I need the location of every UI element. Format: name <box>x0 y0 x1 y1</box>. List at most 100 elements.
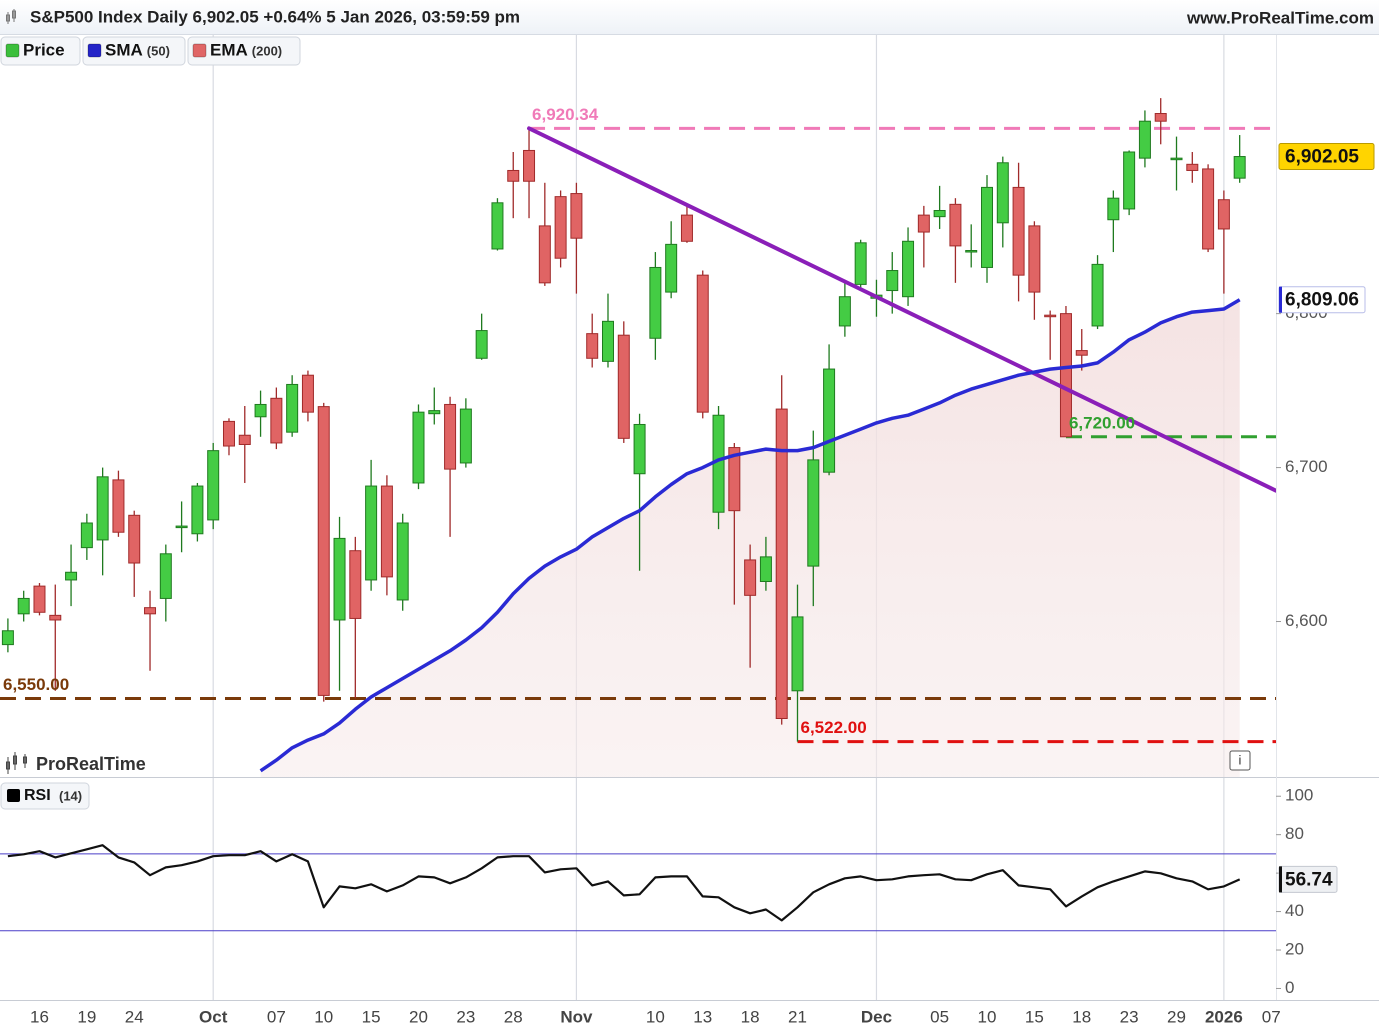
y-tick-label: 100 <box>1285 786 1313 805</box>
candle-body <box>17 597 30 615</box>
legend-label: EMA <box>210 40 248 59</box>
x-tick-label: 05 <box>930 1007 949 1026</box>
candle-body <box>696 274 709 413</box>
x-tick-label: 15 <box>362 1007 381 1026</box>
candle-body <box>886 270 899 292</box>
candle-body <box>112 479 125 533</box>
candle-body <box>1012 186 1025 276</box>
trendline <box>527 126 1276 493</box>
candle-body <box>665 243 678 293</box>
candle-body <box>965 250 978 253</box>
candle-body <box>286 383 299 433</box>
watermark: ProRealTime <box>36 754 146 774</box>
candle-body <box>680 214 693 242</box>
candle-body <box>902 240 915 298</box>
x-tick-label: 2026 <box>1205 1007 1243 1026</box>
x-tick-label: 10 <box>646 1007 665 1026</box>
x-tick-label: 23 <box>1120 1007 1139 1026</box>
candle-body <box>775 408 788 720</box>
candle-body <box>444 403 457 470</box>
candle-body <box>586 333 599 359</box>
rsi-panel <box>0 777 1276 1000</box>
legend-param: (50) <box>147 43 170 58</box>
x-tick-label: 10 <box>314 1007 333 1026</box>
rsi-line <box>7 844 1241 922</box>
candle-body <box>1138 120 1151 159</box>
candle-body <box>301 374 314 413</box>
level-label: 6,522.00 <box>801 718 867 737</box>
legend-swatch <box>87 43 102 58</box>
sma-line <box>259 298 1241 773</box>
x-tick-label: 07 <box>1262 1007 1281 1026</box>
candle-body <box>1044 314 1057 318</box>
legend-label: SMA <box>105 40 143 59</box>
legend-box <box>82 36 186 66</box>
candle-body <box>333 537 346 621</box>
value-label: 6,809.06 <box>1285 290 1359 311</box>
candle-body <box>365 485 378 581</box>
candle-body <box>491 202 504 250</box>
candle-body <box>1028 225 1041 293</box>
legend-label: RSI <box>24 787 51 804</box>
price-panel <box>0 35 1276 777</box>
candle-body <box>1202 168 1215 250</box>
candle-body <box>128 514 141 564</box>
value-label: 6,902.05 <box>1285 147 1359 168</box>
x-tick-label: 29 <box>1167 1007 1186 1026</box>
candle-body <box>633 423 646 475</box>
candle-body <box>428 410 441 415</box>
candle-body <box>475 330 488 359</box>
candle-body <box>649 266 662 339</box>
candle-body <box>554 196 567 259</box>
x-tick-label: 18 <box>741 1007 760 1026</box>
candle-body <box>238 434 251 445</box>
header-icon <box>6 9 16 24</box>
candle-body <box>1123 151 1136 210</box>
x-tick-label: 16 <box>30 1007 49 1026</box>
candle-body <box>1059 313 1072 438</box>
candle-body <box>317 406 330 696</box>
candle-body <box>917 214 930 233</box>
candle-body <box>712 414 725 513</box>
x-tick-label: 28 <box>504 1007 523 1026</box>
x-tick-label: 19 <box>77 1007 96 1026</box>
candle-body <box>412 411 425 484</box>
candle-body <box>981 186 994 268</box>
value-label: 56.74 <box>1285 869 1333 890</box>
candle-body <box>207 450 220 521</box>
legend-param: (200) <box>252 43 282 58</box>
candle-body <box>1217 199 1230 230</box>
x-tick-label: 13 <box>693 1007 712 1026</box>
x-tick-label: 07 <box>267 1007 286 1026</box>
x-tick-label: 20 <box>409 1007 428 1026</box>
value-box-accent <box>1279 866 1282 893</box>
candle-body <box>791 616 804 692</box>
x-tick-label: 23 <box>456 1007 475 1026</box>
candle-body <box>838 296 851 327</box>
candle-body <box>396 522 409 601</box>
candle-body <box>380 485 393 578</box>
candle-body <box>507 169 520 182</box>
legend-box <box>0 36 81 66</box>
legend-box <box>187 36 301 66</box>
candle-body <box>854 242 867 285</box>
area-fill <box>260 299 1240 777</box>
candle-body <box>807 459 820 567</box>
candle-body <box>1091 263 1104 327</box>
candle-body <box>65 571 78 581</box>
candle-body <box>254 403 267 418</box>
candle-body <box>1075 350 1088 356</box>
info-icon: i <box>1229 750 1251 771</box>
candle-body <box>823 368 836 473</box>
candle-body <box>175 525 188 529</box>
candle-body <box>933 209 946 218</box>
level-label: 6,720.00 <box>1069 413 1135 432</box>
info-icon-glyph: i <box>1239 752 1242 767</box>
legend-param: (14) <box>59 788 82 803</box>
candle-body <box>1107 197 1120 221</box>
candle-body <box>1 630 14 646</box>
chart-title: S&P500 Index Daily 6,902.05 +0.64% 5 Jan… <box>30 7 520 26</box>
value-box-accent <box>1279 286 1282 313</box>
